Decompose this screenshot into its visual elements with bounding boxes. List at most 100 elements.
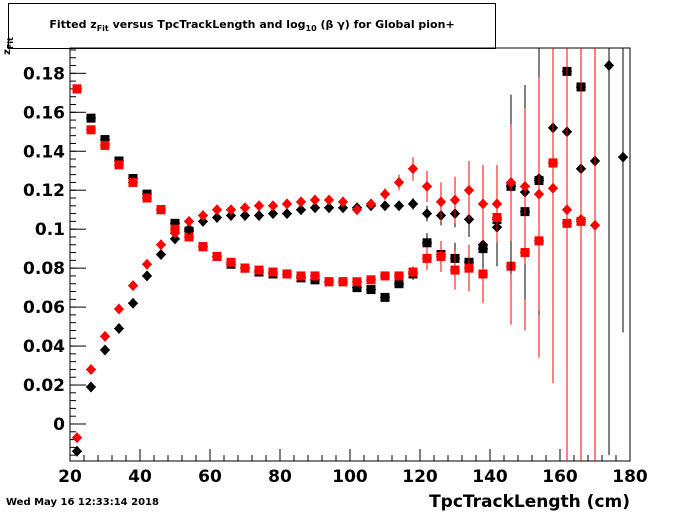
data-point: [296, 271, 306, 281]
data-point: [520, 180, 530, 192]
data-point: [226, 257, 236, 267]
data-point: [114, 323, 124, 335]
x-tick-label: 40: [128, 467, 152, 487]
y-tick-label: 0.08: [23, 259, 65, 279]
data-point: [86, 363, 96, 375]
y-tick-label: 0.04: [23, 337, 65, 357]
data-point: [100, 135, 110, 145]
data-point: [408, 163, 418, 175]
x-tick-label: 20: [58, 467, 82, 487]
data-point: [170, 227, 180, 239]
data-point: [240, 263, 250, 273]
data-point: [394, 271, 404, 281]
data-point: [212, 251, 222, 261]
x-tick-label: 80: [268, 467, 292, 487]
data-point: [604, 60, 614, 72]
data-point: [338, 196, 348, 208]
y-tick-label: 0.14: [23, 142, 65, 162]
y-tick-label: 0.12: [23, 181, 65, 201]
data-point: [170, 233, 180, 245]
data-point: [380, 200, 390, 212]
data-point: [226, 204, 236, 216]
data-point: [184, 232, 194, 242]
data-point: [72, 445, 82, 457]
data-point: [478, 269, 488, 279]
plot-frame: [69, 47, 631, 462]
data-point: [408, 267, 418, 277]
y-tick-label: 0.02: [23, 376, 65, 396]
series-1: [72, 48, 586, 456]
data-point: [422, 253, 432, 263]
data-point: [170, 218, 180, 228]
data-point: [212, 211, 222, 223]
data-point: [506, 176, 516, 188]
data-point: [464, 184, 474, 196]
data-point: [114, 303, 124, 315]
data-point: [366, 275, 376, 285]
data-point: [282, 198, 292, 210]
x-tick-label: 180: [612, 467, 648, 487]
data-point: [422, 208, 432, 220]
data-point: [268, 208, 278, 220]
x-tick-label: 100: [332, 467, 368, 487]
data-point: [310, 194, 320, 206]
data-point: [198, 242, 208, 252]
data-point: [338, 277, 348, 287]
data-point: [128, 280, 138, 292]
data-point: [422, 180, 432, 192]
data-point: [128, 297, 138, 309]
data-point: [100, 140, 110, 150]
data-point: [156, 239, 166, 251]
data-point: [72, 432, 82, 444]
series-2: [72, 48, 628, 457]
data-point: [492, 198, 502, 210]
data-point: [114, 160, 124, 170]
data-point: [226, 210, 236, 222]
data-point: [450, 265, 460, 275]
data-point: [408, 198, 418, 210]
data-point: [352, 283, 362, 293]
data-point: [198, 210, 208, 222]
x-tick-label: 60: [198, 467, 222, 487]
data-point: [282, 269, 292, 279]
data-point: [198, 215, 208, 227]
data-point: [142, 258, 152, 270]
data-point: [380, 188, 390, 200]
data-point: [324, 202, 334, 214]
data-point: [436, 196, 446, 208]
data-point: [534, 188, 544, 200]
y-tick-label: 0: [53, 415, 65, 435]
x-tick-label: 140: [472, 467, 508, 487]
data-point: [352, 204, 362, 216]
data-point: [548, 182, 558, 194]
data-point: [282, 208, 292, 220]
data-point: [240, 202, 250, 214]
data-point: [142, 193, 152, 203]
data-point: [394, 200, 404, 212]
data-point: [254, 210, 264, 222]
y-tick-label: 0.1: [35, 220, 65, 240]
y-tick-label: 0.18: [23, 64, 65, 84]
data-point: [254, 265, 264, 275]
data-point: [86, 113, 96, 123]
data-point: [100, 330, 110, 342]
x-tick-label: 160: [542, 467, 578, 487]
data-point: [86, 381, 96, 393]
data-point: [366, 198, 376, 210]
x-tick-label: 120: [402, 467, 438, 487]
data-point: [310, 202, 320, 214]
data-point: [268, 200, 278, 212]
data-point: [478, 198, 488, 210]
footer-timestamp: Wed May 16 12:33:14 2018: [6, 497, 159, 508]
y-tick-label: 0.06: [23, 298, 65, 318]
series-3: [72, 48, 600, 461]
data-point: [450, 194, 460, 206]
data-point: [254, 200, 264, 212]
data-point: [618, 151, 628, 163]
data-point: [268, 267, 278, 277]
data-point: [72, 84, 82, 94]
data-point: [184, 223, 194, 235]
data-point: [366, 285, 376, 295]
data-point: [338, 202, 348, 214]
data-point: [156, 249, 166, 260]
